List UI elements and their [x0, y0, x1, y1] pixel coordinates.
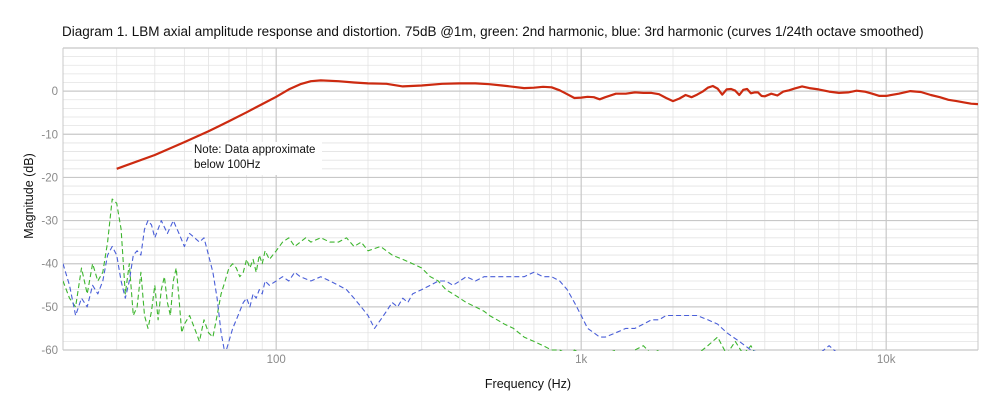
minor-gridlines-x [62, 48, 979, 350]
series-line-third-harmonic [63, 220, 836, 351]
y-tick-label: -50 [41, 302, 58, 314]
minor-gridlines-y [63, 56, 978, 342]
x-tick-label: 100 [267, 354, 286, 366]
note-line-2: below 100Hz [194, 159, 261, 171]
y-tick-label: 0 [52, 86, 58, 98]
major-gridlines [62, 47, 979, 351]
note-line-1: Note: Data approximate [194, 144, 316, 156]
y-tick-label: -20 [41, 172, 58, 184]
note-annotation: Note: Data approximate below 100Hz [192, 142, 322, 175]
y-tick-label: -60 [41, 345, 58, 357]
x-tick-label: 1k [575, 354, 587, 366]
y-axis-label: Magnitude (dB) [22, 153, 36, 238]
series-line-second-harmonic [63, 198, 755, 351]
y-tick-label: -40 [41, 259, 58, 271]
x-tick-label: 10k [877, 354, 896, 366]
y-tick-label: -30 [41, 216, 58, 228]
tick-labels: 0 -10 -20 -30 -40 -50 -60 100 1k 10k [41, 86, 895, 366]
chart-title: Diagram 1. LBM axial amplitude response … [62, 24, 924, 39]
x-axis-label: Frequency (Hz) [485, 377, 571, 391]
series-layer [63, 79, 978, 351]
y-tick-label: -10 [41, 129, 58, 141]
series-line-fundamental [116, 79, 978, 170]
